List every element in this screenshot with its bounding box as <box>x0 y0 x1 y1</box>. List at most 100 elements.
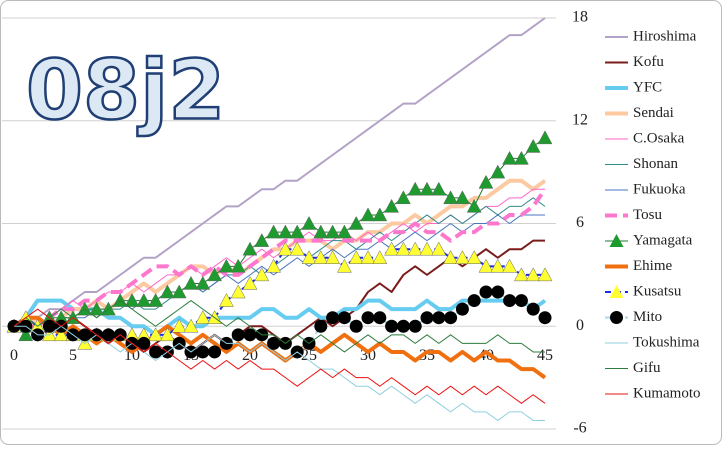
legend-label: Kofu <box>633 54 664 70</box>
marker <box>159 327 175 342</box>
marker <box>149 345 163 359</box>
series-line <box>14 188 547 329</box>
marker <box>207 267 223 282</box>
marker <box>407 181 423 196</box>
legend-label: Tosu <box>633 207 662 223</box>
marker <box>348 215 364 230</box>
marker <box>396 319 410 333</box>
marker <box>337 311 351 325</box>
marker <box>407 241 423 256</box>
series-line <box>13 137 546 336</box>
marker <box>171 318 187 333</box>
marker <box>537 267 553 282</box>
series-line <box>14 178 547 329</box>
marker <box>372 207 388 222</box>
y-tick-label: 18 <box>572 9 588 26</box>
marker <box>301 250 317 264</box>
series-line <box>13 308 546 404</box>
marker <box>171 284 187 299</box>
series-line <box>14 17 546 328</box>
legend-label: Shonan <box>633 156 679 172</box>
marker <box>444 311 458 325</box>
marker <box>408 319 422 333</box>
marker <box>266 258 282 273</box>
marker <box>242 241 258 256</box>
marker <box>18 327 34 342</box>
marker <box>208 345 222 359</box>
marker <box>479 285 493 299</box>
marker <box>183 318 199 333</box>
marker <box>159 284 175 299</box>
legend-label: Kusatsu <box>633 283 682 299</box>
legend-label: Ehime <box>633 258 672 274</box>
marker <box>513 150 529 165</box>
marker <box>136 293 152 307</box>
marker <box>454 250 470 264</box>
marker <box>325 250 341 264</box>
marker <box>196 345 210 359</box>
marker <box>266 224 282 239</box>
marker <box>277 241 293 256</box>
marker <box>395 241 411 256</box>
marker <box>514 294 528 308</box>
marker <box>385 319 399 333</box>
marker <box>373 311 387 325</box>
marker <box>243 328 257 342</box>
legend-label: Hiroshima <box>633 28 697 44</box>
marker <box>289 224 305 239</box>
marker <box>432 311 446 325</box>
marker <box>289 241 305 256</box>
marker <box>360 207 376 222</box>
marker <box>466 198 482 213</box>
marker <box>420 311 434 325</box>
marker <box>526 302 540 316</box>
legend-label: C.Osaka <box>633 130 685 146</box>
marker <box>148 293 164 307</box>
marker <box>525 267 541 282</box>
marker <box>230 258 246 273</box>
y-tick-label: -6 <box>573 420 586 437</box>
marker <box>395 190 411 205</box>
marker <box>78 328 92 342</box>
marker <box>313 224 329 239</box>
marker <box>183 275 199 290</box>
legend-label: Gifu <box>633 360 661 376</box>
marker <box>384 241 400 256</box>
marker <box>349 319 363 333</box>
y-tick-label: 12 <box>572 111 588 128</box>
legend-label: Fukuoka <box>633 181 686 197</box>
marker <box>372 250 388 264</box>
marker <box>42 319 56 333</box>
marker <box>101 328 115 342</box>
marker <box>277 224 293 239</box>
series-line <box>13 300 545 353</box>
marker <box>348 250 364 264</box>
marker <box>419 181 435 196</box>
marker <box>609 285 624 298</box>
marker <box>267 336 281 350</box>
marker <box>89 301 105 316</box>
marker <box>431 181 447 196</box>
marker <box>218 258 234 273</box>
x-tick-label: 5 <box>69 347 77 364</box>
marker <box>454 190 470 205</box>
marker <box>336 224 352 239</box>
marker <box>313 250 329 264</box>
legend-label: Kumamoto <box>633 385 701 401</box>
legend: Hiroshima Kofu YFC Sendai C.Osaka Shonan Fukuo… <box>605 28 701 401</box>
marker <box>137 336 151 350</box>
marker <box>124 293 140 307</box>
marker <box>490 164 506 179</box>
marker <box>419 241 435 256</box>
marker <box>466 250 482 264</box>
chart-title: 08j2 <box>26 43 225 138</box>
series-lines <box>6 17 553 421</box>
marker <box>384 198 400 213</box>
x-tick-label: 25 <box>301 347 317 364</box>
marker <box>325 224 341 239</box>
x-tick-label: 0 <box>10 347 18 364</box>
marker <box>230 284 246 299</box>
marker <box>513 267 529 282</box>
